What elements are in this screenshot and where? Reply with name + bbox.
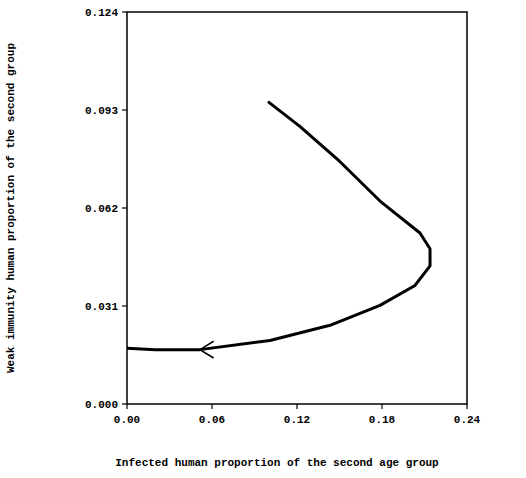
x-tick xyxy=(381,404,382,409)
x-tick-label: 0.06 xyxy=(199,414,225,426)
y-tick xyxy=(122,109,127,110)
x-tick xyxy=(211,404,212,409)
x-tick xyxy=(296,404,297,409)
x-tick-label: 0.12 xyxy=(284,414,310,426)
trajectory xyxy=(127,102,430,349)
x-axis-title: Infected human proportion of the second … xyxy=(115,457,439,469)
y-tick-label: 0.062 xyxy=(85,203,118,215)
y-tick xyxy=(122,11,127,12)
y-axis-title: Weak immunity human proportion of the se… xyxy=(5,43,17,373)
x-tick-label: 0.24 xyxy=(454,414,481,426)
x-tick-label: 0.18 xyxy=(369,414,396,426)
y-tick xyxy=(122,207,127,208)
x-tick xyxy=(126,404,127,409)
x-tick-label: 0.00 xyxy=(114,414,140,426)
y-tick-label: 0.000 xyxy=(85,399,118,411)
y-tick-label: 0.093 xyxy=(85,105,118,117)
y-tick xyxy=(122,305,127,306)
y-tick xyxy=(122,403,127,404)
direction-arrow xyxy=(200,341,214,358)
plot-frame xyxy=(127,12,467,404)
y-tick-label: 0.124 xyxy=(85,7,118,19)
plot-area xyxy=(127,102,430,358)
chart: 0.00 0.06 0.12 0.18 0.24 0.000 0.031 0.062 0.093… xyxy=(0,0,526,478)
x-tick xyxy=(466,404,467,409)
y-tick-label: 0.031 xyxy=(85,301,118,313)
